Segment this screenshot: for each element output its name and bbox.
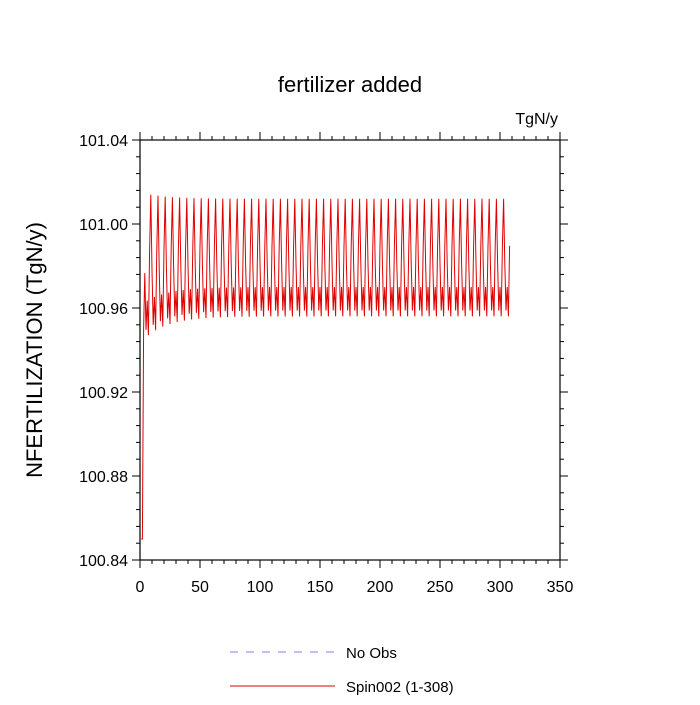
- legend-label-spin002: Spin002 (1-308): [346, 679, 454, 696]
- chart-title: fertilizer added: [278, 72, 422, 97]
- x-tick-label: 350: [547, 579, 574, 596]
- units-label: TgN/y: [515, 111, 558, 128]
- y-tick-label: 100.88: [79, 469, 128, 486]
- series-line-spin002: [141, 194, 511, 540]
- y-axis-label: NFERTILIZATION (TgN/y): [22, 222, 47, 478]
- legend-label-no-obs: No Obs: [346, 645, 397, 662]
- y-tick-label: 100.96: [79, 301, 128, 318]
- x-tick-label: 50: [191, 579, 209, 596]
- plot-area: 0 50 100 150 200 250 300 350 100.84 100.88 100.92 1…: [79, 132, 573, 596]
- y-tick-label: 100.92: [79, 385, 128, 402]
- x-tick-label: 150: [307, 579, 334, 596]
- legend: No Obs Spin002 (1-308): [230, 645, 454, 696]
- y-tick-label: 101.00: [79, 217, 128, 234]
- x-tick-label: 300: [487, 579, 514, 596]
- y-tick-label: 101.04: [79, 133, 128, 150]
- x-tick-label: 200: [367, 579, 394, 596]
- plot-frame: [139, 139, 561, 561]
- x-tick-label: 0: [136, 579, 145, 596]
- x-tick-label: 100: [247, 579, 274, 596]
- x-tick-label: 250: [427, 579, 454, 596]
- y-tick-label: 100.84: [79, 553, 128, 570]
